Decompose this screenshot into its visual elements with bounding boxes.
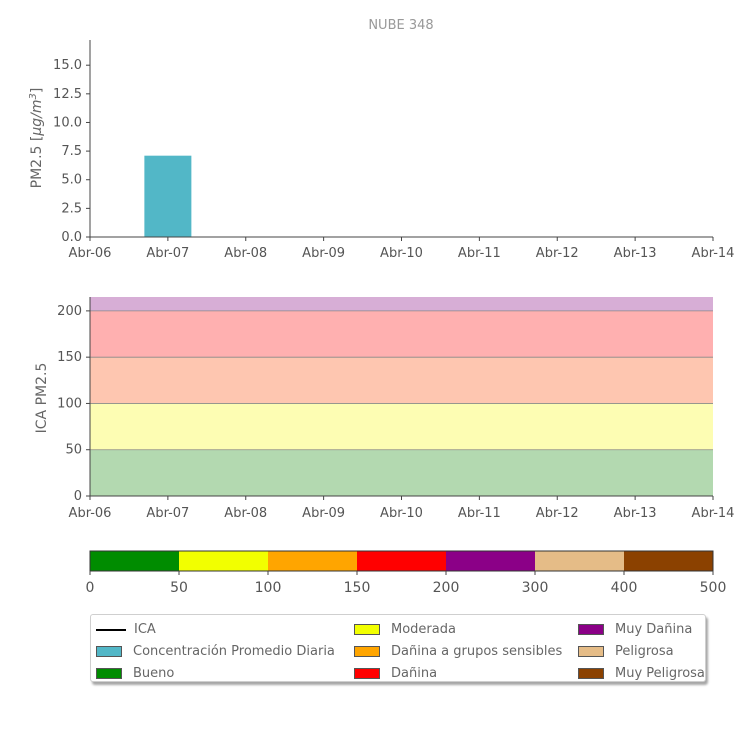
x-tick-label: Abr-11 [458, 246, 501, 261]
x-tick-label: Abr-14 [692, 246, 735, 261]
legend-label: Bueno [133, 666, 175, 681]
pm25-plot: 0.0 2.5 5.0 7.5 10.0 12.5 15.0 Abr-06 Abr-07 Abr-… [53, 40, 734, 261]
colorbar-tick-label: 400 [611, 580, 638, 596]
x-tick-label: Abr-10 [380, 246, 423, 261]
legend-item: Dañina a grupos sensibles [349, 641, 562, 663]
legend-item: Peligrosa [573, 641, 705, 663]
legend-item: Dañina [349, 663, 562, 685]
colorbar-tick-label: 0 [86, 580, 95, 596]
y-tick-label: 7.5 [61, 144, 82, 159]
chart-title: NUBE 348 [368, 18, 433, 33]
legend-item: Bueno [91, 663, 335, 685]
legend-column: ICA Concentración Promedio Diaria Bueno [91, 619, 335, 685]
legend-label: Moderada [391, 622, 456, 637]
x-tick-label: Abr-10 [380, 506, 423, 521]
legend: ICA Concentración Promedio Diaria Bueno Mo… [90, 614, 706, 682]
legend-column: Moderada Dañina a grupos sensibles Dañina [349, 619, 562, 685]
colorbar-tick-label: 100 [255, 580, 282, 596]
colorbar-tick-label: 500 [700, 580, 727, 596]
y-tick-label: 15.0 [53, 58, 82, 73]
aqi-band [90, 357, 713, 404]
colorbar-tick-label: 300 [522, 580, 549, 596]
colorbar-segment [446, 551, 535, 571]
legend-item: Concentración Promedio Diaria [91, 641, 335, 663]
legend-label: ICA [134, 622, 156, 637]
legend-swatch [578, 668, 604, 679]
legend-label: Peligrosa [615, 644, 674, 659]
legend-label: Concentración Promedio Diaria [133, 644, 335, 659]
colorbar-segment [624, 551, 713, 571]
legend-swatch [96, 668, 122, 679]
colorbar-segment [535, 551, 624, 571]
legend-swatch [578, 646, 604, 657]
legend-label: Muy Dañina [615, 622, 693, 637]
legend-swatch [354, 624, 380, 635]
aqi-colorbar: 0 50 100 150 200 300 400 500 [86, 550, 727, 596]
pm25-ylabel: PM2.5 [μg/m3] [28, 88, 46, 189]
x-tick-label: Abr-12 [536, 506, 579, 521]
x-tick-label: Abr-09 [302, 246, 345, 261]
y-tick-label: 0 [74, 489, 82, 504]
x-tick-label: Abr-08 [224, 246, 267, 261]
legend-item: Muy Peligrosa [573, 663, 705, 685]
aqi-band [90, 403, 713, 450]
y-tick-label: 200 [57, 304, 82, 319]
legend-swatch [578, 624, 604, 635]
colorbar-tick-label: 150 [344, 580, 371, 596]
legend-item: Muy Dañina [573, 619, 705, 641]
colorbar-border [89, 550, 714, 572]
colorbar-tick-label: 200 [433, 580, 460, 596]
x-tick-label: Abr-08 [224, 506, 267, 521]
x-tick-label: Abr-12 [536, 246, 579, 261]
y-tick-label: 50 [65, 443, 82, 458]
x-tick-label: Abr-06 [69, 246, 112, 261]
bar [144, 155, 192, 237]
x-tick-label: Abr-14 [692, 506, 735, 521]
y-tick-label: 2.5 [61, 201, 82, 216]
legend-item: ICA [91, 619, 335, 641]
ica-ylabel: ICA PM2.5 [34, 363, 50, 434]
legend-swatch [354, 646, 380, 657]
colorbar-segment [357, 551, 446, 571]
legend-label: Dañina [391, 666, 438, 681]
colorbar-tick-label: 50 [170, 580, 188, 596]
legend-item: Moderada [349, 619, 562, 641]
y-tick-label: 5.0 [61, 173, 82, 188]
x-tick-label: Abr-07 [146, 246, 189, 261]
y-tick-label: 12.5 [53, 87, 82, 102]
colorbar-segment [179, 551, 268, 571]
x-tick-label: Abr-06 [69, 506, 112, 521]
y-tick-label: 100 [57, 396, 82, 411]
x-tick-label: Abr-07 [146, 506, 189, 521]
legend-label: Muy Peligrosa [615, 666, 705, 681]
legend-line-marker [96, 628, 126, 631]
x-tick-label: Abr-13 [614, 246, 657, 261]
aqi-band [90, 449, 713, 496]
x-tick-label: Abr-09 [302, 506, 345, 521]
x-tick-label: Abr-13 [614, 506, 657, 521]
aqi-band [90, 297, 713, 311]
legend-label: Dañina a grupos sensibles [391, 644, 563, 659]
legend-column: Muy Dañina Peligrosa Muy Peligrosa [573, 619, 705, 685]
ica-plot: 0 50 100 150 200 Abr-06 Abr-07 Abr-08 Abr-09 Abr-… [57, 297, 734, 521]
colorbar-segment [268, 551, 357, 571]
legend-swatch [96, 646, 122, 657]
y-tick-label: 10.0 [53, 115, 82, 130]
legend-swatch [354, 668, 380, 679]
y-tick-label: 0.0 [61, 230, 82, 245]
aqi-band [90, 310, 713, 358]
chart-area: NUBE 348 PM2.5 [μg/m3] ICA PM2.5 0.0 2.5 5… [28, 18, 735, 596]
colorbar-segment [90, 551, 179, 571]
x-tick-label: Abr-11 [458, 506, 501, 521]
y-tick-label: 150 [57, 350, 82, 365]
